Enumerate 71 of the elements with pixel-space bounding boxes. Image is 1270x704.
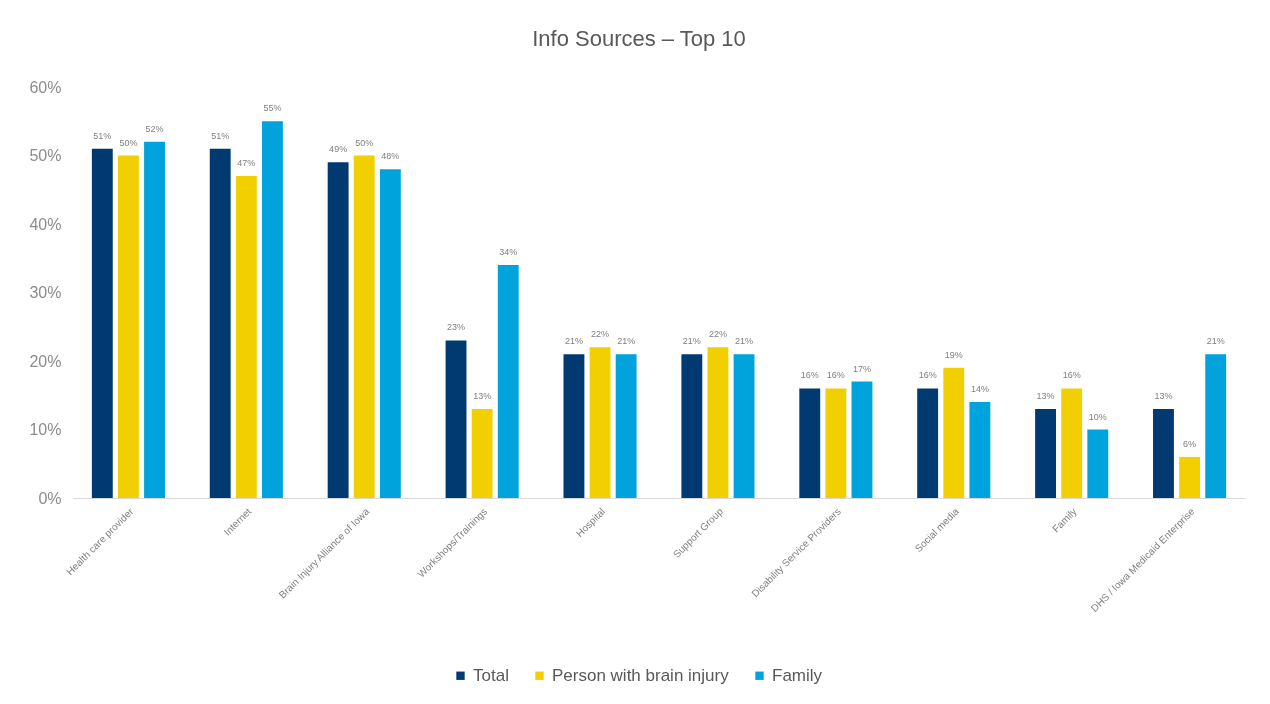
bar xyxy=(235,176,257,498)
legend-label: Person with brain injury xyxy=(552,665,730,685)
bar xyxy=(681,354,703,498)
legend-label: Family xyxy=(772,665,823,685)
data-label: 21% xyxy=(735,336,754,347)
data-label: 49% xyxy=(329,144,348,155)
data-label: 19% xyxy=(944,349,963,360)
bar xyxy=(563,354,585,498)
bar xyxy=(1061,388,1083,498)
data-label: 13% xyxy=(473,390,492,401)
bar xyxy=(917,388,939,498)
data-label: 50% xyxy=(119,137,138,148)
bar xyxy=(1035,408,1057,498)
bar xyxy=(969,402,991,498)
bar xyxy=(209,148,231,498)
bar xyxy=(615,354,637,498)
y-tick-label: 40% xyxy=(29,215,62,233)
bar xyxy=(379,169,401,498)
y-tick-label: 60% xyxy=(29,78,62,96)
data-label: 16% xyxy=(1062,370,1081,381)
bar xyxy=(445,340,467,498)
data-label: 50% xyxy=(355,137,374,148)
bar xyxy=(589,347,611,498)
bar xyxy=(1205,354,1227,498)
bar xyxy=(471,408,493,498)
data-label: 21% xyxy=(617,336,636,347)
bar xyxy=(353,155,375,498)
y-tick-label: 10% xyxy=(29,421,62,438)
bar xyxy=(733,354,755,498)
data-label: 13% xyxy=(1036,390,1055,401)
data-label: 13% xyxy=(1154,390,1173,401)
bar xyxy=(1179,456,1201,498)
data-label: 22% xyxy=(708,329,727,340)
data-label: 21% xyxy=(1206,336,1225,347)
data-label: 21% xyxy=(564,336,583,347)
bar xyxy=(707,347,729,498)
bar xyxy=(851,381,873,498)
bar xyxy=(1087,429,1109,498)
y-tick-label: 30% xyxy=(29,284,62,301)
data-label: 51% xyxy=(211,130,230,141)
data-label: 16% xyxy=(826,370,845,381)
data-label: 23% xyxy=(447,322,466,333)
data-label: 22% xyxy=(591,329,610,340)
data-label: 55% xyxy=(263,103,282,114)
data-label: 52% xyxy=(145,123,164,134)
y-tick-label: 20% xyxy=(29,352,62,370)
data-label: 21% xyxy=(682,336,701,347)
data-label: 48% xyxy=(381,151,400,162)
data-label: 47% xyxy=(237,158,256,169)
bar xyxy=(144,141,165,498)
y-tick-label: 0% xyxy=(38,489,62,507)
data-label: 10% xyxy=(1088,411,1107,422)
chart-title: Info Sources – Top 10 xyxy=(532,26,746,51)
data-label: 16% xyxy=(800,370,819,381)
bar xyxy=(91,148,113,498)
bar xyxy=(799,388,821,498)
bar xyxy=(1153,408,1174,498)
bar xyxy=(497,265,519,498)
data-label: 51% xyxy=(93,130,112,141)
data-label: 14% xyxy=(970,384,989,395)
data-label: 6% xyxy=(1183,438,1197,449)
y-tick-label: 50% xyxy=(29,147,62,164)
bar xyxy=(327,162,349,498)
bar xyxy=(261,121,283,498)
legend-label: Total xyxy=(473,665,509,685)
bar xyxy=(117,155,139,498)
data-label: 17% xyxy=(852,363,871,374)
bar xyxy=(943,367,965,498)
data-label: 16% xyxy=(918,370,937,381)
data-label: 34% xyxy=(499,247,518,258)
bar xyxy=(825,388,847,498)
